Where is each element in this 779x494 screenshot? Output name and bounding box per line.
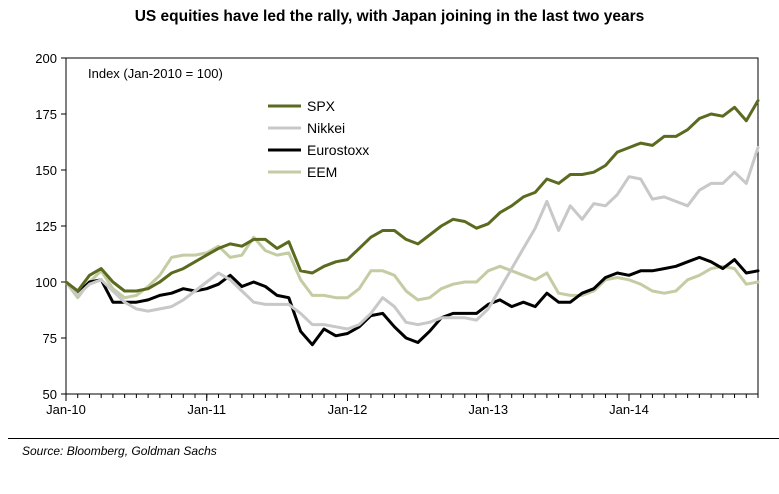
y-tick-label: 200: [35, 51, 57, 66]
plot-frame: [65, 57, 759, 395]
y-tick-label: 50: [43, 387, 57, 402]
x-tick-label: Jan-12: [328, 402, 368, 417]
legend-label-eurostoxx: Eurostoxx: [307, 142, 369, 158]
y-tick-label: 125: [35, 219, 57, 234]
legend: SPX Nikkei Eurostoxx EEM: [268, 98, 369, 180]
y-tick-label: 150: [35, 163, 57, 178]
x-tick-label: Jan-11: [187, 402, 226, 417]
legend-label-eem: EEM: [307, 164, 337, 180]
series-lines: [64, 99, 760, 347]
y-tick-label: 100: [35, 275, 57, 290]
legend-label-spx: SPX: [307, 98, 336, 114]
series-line-spx: [64, 99, 760, 293]
series-line-nikkei: [64, 146, 760, 331]
legend-label-nikkei: Nikkei: [307, 120, 345, 136]
series-line-eurostoxx: [64, 255, 760, 347]
source-note: Source: Bloomberg, Goldman Sachs: [22, 444, 217, 458]
index-annotation: Index (Jan-2010 = 100): [88, 66, 223, 81]
chart-plot: 50 75 100 125 150 175 200 Jan-10 Jan-11 Jan-12 Jan…: [35, 51, 760, 417]
y-tick-label: 75: [43, 331, 57, 346]
footer-divider: [8, 438, 779, 439]
series-line-eem: [64, 235, 760, 302]
x-tick-label: Jan-14: [609, 402, 649, 417]
chart-title: US equities have led the rally, with Jap…: [134, 8, 645, 25]
x-tick-label: Jan-13: [468, 402, 508, 417]
axes: 50 75 100 125 150 175 200 Jan-10 Jan-11 Jan-12 Jan…: [35, 51, 759, 417]
y-tick-label: 175: [35, 107, 57, 122]
x-tick-label: Jan-10: [46, 402, 86, 417]
